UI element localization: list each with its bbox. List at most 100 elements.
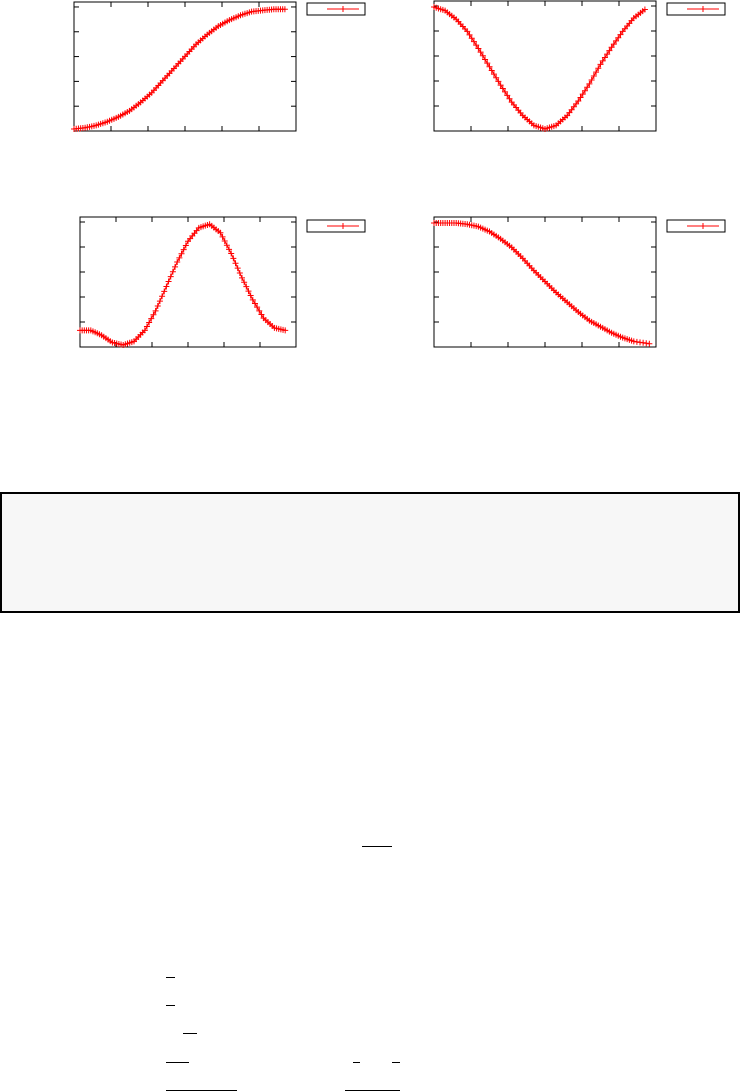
series-line bbox=[433, 6, 646, 130]
series-line bbox=[80, 223, 286, 346]
data-point bbox=[586, 80, 593, 87]
data-point bbox=[165, 278, 172, 285]
data-point bbox=[615, 34, 622, 41]
data-point bbox=[590, 73, 597, 80]
data-point bbox=[484, 60, 491, 67]
data-point bbox=[495, 78, 502, 85]
data-point bbox=[159, 293, 166, 300]
data-point bbox=[595, 65, 602, 72]
plot-frame bbox=[73, 1, 297, 132]
data-point bbox=[152, 307, 159, 314]
series-line bbox=[73, 8, 285, 130]
data-point bbox=[604, 51, 611, 58]
data-point bbox=[479, 52, 486, 59]
data-point bbox=[282, 327, 289, 334]
data-point bbox=[486, 63, 493, 70]
data-point bbox=[156, 298, 163, 305]
data-point bbox=[182, 242, 189, 249]
data-point bbox=[247, 292, 254, 299]
data-point bbox=[497, 82, 504, 89]
legend-marker bbox=[340, 223, 346, 229]
data-point bbox=[217, 229, 224, 236]
fraction-bar bbox=[166, 977, 175, 978]
data-point bbox=[143, 323, 150, 330]
data-point bbox=[221, 238, 228, 245]
data-point bbox=[641, 6, 648, 13]
plot-frame bbox=[79, 216, 297, 348]
data-point bbox=[167, 273, 174, 280]
data-point bbox=[593, 69, 600, 76]
fraction-bar bbox=[353, 1062, 360, 1063]
fraction-bar bbox=[166, 1005, 175, 1006]
legend-marker bbox=[340, 6, 346, 12]
data-point bbox=[575, 97, 582, 104]
series-line bbox=[434, 222, 650, 345]
fraction-bar bbox=[345, 1090, 400, 1091]
data-point bbox=[161, 288, 168, 295]
data-point bbox=[245, 288, 252, 295]
data-point bbox=[174, 259, 181, 266]
data-point bbox=[169, 268, 176, 275]
data-point bbox=[608, 44, 615, 51]
data-point bbox=[468, 35, 475, 42]
data-point bbox=[475, 45, 482, 52]
data-point bbox=[584, 84, 591, 91]
data-point bbox=[473, 42, 480, 49]
data-point bbox=[172, 263, 179, 270]
data-point bbox=[613, 37, 620, 44]
data-point bbox=[490, 71, 497, 78]
data-point bbox=[493, 74, 500, 81]
data-point bbox=[154, 302, 161, 309]
data-point bbox=[148, 315, 155, 322]
data-point bbox=[577, 94, 584, 101]
data-point bbox=[506, 95, 513, 102]
data-point bbox=[176, 254, 183, 261]
data-point bbox=[470, 38, 477, 45]
fraction-bar bbox=[362, 846, 392, 847]
plot-frame bbox=[433, 0, 657, 132]
data-point bbox=[150, 311, 157, 318]
data-point bbox=[610, 41, 617, 48]
data-point bbox=[606, 47, 613, 54]
data-point bbox=[219, 233, 226, 240]
legend-marker bbox=[700, 6, 706, 12]
data-point bbox=[502, 88, 509, 95]
data-point bbox=[146, 319, 153, 326]
data-point bbox=[230, 255, 237, 262]
data-point bbox=[504, 92, 511, 99]
data-point bbox=[646, 340, 653, 347]
data-point bbox=[223, 242, 230, 249]
data-point bbox=[499, 85, 506, 92]
data-point bbox=[228, 250, 235, 257]
data-point bbox=[241, 279, 248, 286]
data-point bbox=[588, 76, 595, 83]
data-point bbox=[597, 61, 604, 68]
data-point bbox=[234, 265, 241, 272]
data-point bbox=[601, 54, 608, 61]
data-point bbox=[178, 250, 185, 257]
data-point bbox=[579, 91, 586, 98]
fraction-bar bbox=[183, 1033, 197, 1034]
data-point bbox=[163, 283, 170, 290]
data-point bbox=[464, 28, 471, 35]
data-point bbox=[243, 283, 250, 290]
data-point bbox=[232, 260, 239, 267]
data-point bbox=[141, 327, 148, 334]
fraction-bar bbox=[392, 1062, 400, 1063]
fraction-bar bbox=[166, 1090, 237, 1091]
data-point bbox=[251, 300, 258, 307]
data-point bbox=[236, 270, 243, 277]
data-point bbox=[466, 31, 473, 38]
data-point bbox=[617, 31, 624, 38]
data-point bbox=[226, 246, 233, 253]
data-point bbox=[281, 6, 288, 13]
data-point bbox=[488, 67, 495, 74]
data-point bbox=[254, 304, 261, 311]
data-point bbox=[180, 246, 187, 253]
data-point bbox=[258, 311, 265, 318]
data-point bbox=[581, 87, 588, 94]
legend-marker bbox=[700, 223, 706, 229]
data-point bbox=[599, 57, 606, 64]
figure-plots bbox=[71, 0, 726, 348]
data-point bbox=[239, 274, 245, 281]
